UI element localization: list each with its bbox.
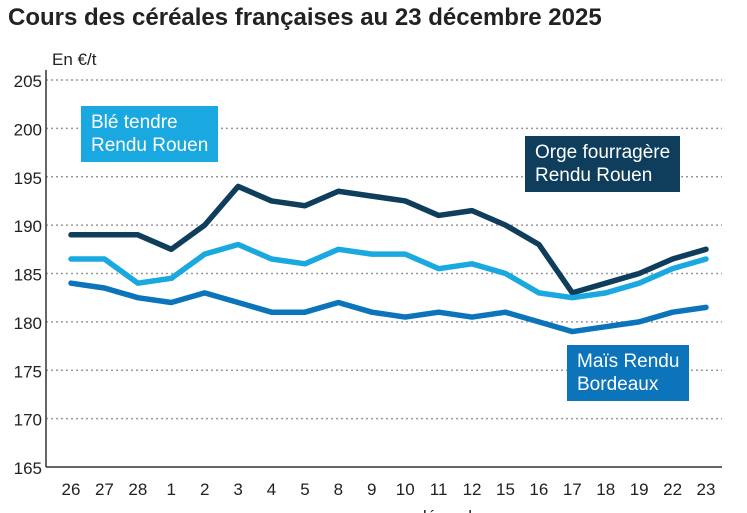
- x-tick-label: 9: [367, 480, 376, 499]
- chart-title: Cours des céréales françaises au 23 déce…: [8, 4, 602, 31]
- x-tick-label: 4: [267, 480, 276, 499]
- legend-mais-line1: Maïs Rendu: [577, 351, 680, 372]
- month-label: nov.: [82, 507, 113, 513]
- legend-mais-line2: Bordeaux: [577, 374, 659, 395]
- x-tick-label: 16: [529, 480, 548, 499]
- y-tick-label: 170: [14, 411, 42, 430]
- x-tick-label: 5: [300, 480, 309, 499]
- x-tick-label: 11: [430, 480, 448, 499]
- x-tick-label: 23: [697, 480, 716, 499]
- x-tick-label: 2: [200, 480, 209, 499]
- legend-ble-line1: Blé tendre: [91, 112, 178, 133]
- x-tick-label: 27: [95, 480, 114, 499]
- x-tick-label: 1: [167, 480, 176, 499]
- x-tick-label: 17: [563, 480, 582, 499]
- x-tick-label: 28: [128, 480, 147, 499]
- y-tick-label: 175: [14, 362, 42, 381]
- y-tick-label: 165: [14, 459, 42, 478]
- x-tick-label: 18: [596, 480, 615, 499]
- month-label: décembre: [417, 507, 493, 513]
- series-line-1: [68, 241, 709, 301]
- x-tick-label: 22: [663, 480, 682, 499]
- x-tick-label: 8: [334, 480, 343, 499]
- series-line-0: [68, 183, 709, 296]
- x-tick-label: 19: [630, 480, 649, 499]
- x-tick-label: 3: [233, 480, 242, 499]
- x-tick-label: 10: [396, 480, 415, 499]
- series-line-2: [68, 280, 709, 335]
- legend-orge: Orge fourragère Rendu Rouen: [525, 136, 681, 192]
- x-tick-label: 12: [463, 480, 482, 499]
- legend-ble-line2: Rendu Rouen: [91, 135, 209, 156]
- y-tick-label: 180: [14, 314, 42, 333]
- y-tick-label: 190: [14, 217, 42, 236]
- legend-orge-line2: Rendu Rouen: [535, 165, 653, 186]
- legend-mais: Maïs Rendu Bordeaux: [567, 345, 690, 401]
- legend-ble: Blé tendre Rendu Rouen: [81, 106, 219, 162]
- y-tick-label: 195: [14, 169, 42, 188]
- x-tick-label: 15: [496, 480, 515, 499]
- legend-orge-line1: Orge fourragère: [535, 142, 671, 163]
- y-tick-label: 185: [14, 266, 42, 285]
- y-tick-label: 205: [14, 72, 42, 91]
- y-axis-label: En €/t: [52, 50, 97, 69]
- x-tick-label: 26: [62, 480, 81, 499]
- y-tick-label: 200: [14, 120, 42, 139]
